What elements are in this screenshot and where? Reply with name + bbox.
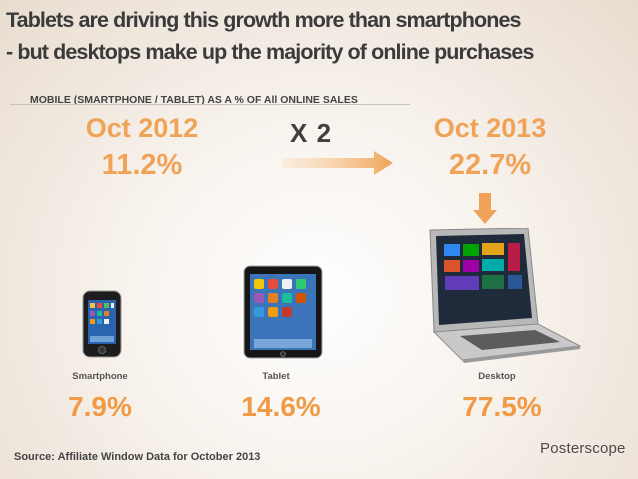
page-title-line-2: - but desktops make up the majority of o… [6, 40, 534, 64]
growth-arrow-icon [282, 150, 394, 176]
laptop-icon [420, 228, 585, 363]
smartphone-share: 7.9% [68, 391, 132, 422]
smartphone-label: Smartphone [72, 371, 128, 382]
posterscope-logo: Posterscope [540, 440, 626, 457]
left-period: Oct 2012 [85, 113, 199, 143]
page-title-line-1: Tablets are driving this growth more tha… [6, 8, 521, 32]
subtitle: MOBILE (SMARTPHONE / TABLET) AS A % OF A… [30, 94, 358, 106]
source-note: Source: Affiliate Window Data for Octobe… [14, 451, 261, 463]
desktop-label: Desktop [478, 371, 516, 382]
subtitle-divider [10, 104, 410, 105]
tablet-share: 14.6% [241, 391, 321, 422]
left-value: 11.2% [101, 149, 183, 181]
smartphone-icon [82, 290, 122, 358]
multiplier: X 2 [290, 118, 333, 148]
right-period: Oct 2013 [433, 113, 547, 143]
tablet-icon [243, 265, 323, 359]
right-value: 22.7% [448, 149, 532, 181]
desktop-share: 77.5% [462, 391, 542, 422]
down-arrow-icon [473, 193, 497, 225]
tablet-label: Tablet [262, 371, 290, 382]
